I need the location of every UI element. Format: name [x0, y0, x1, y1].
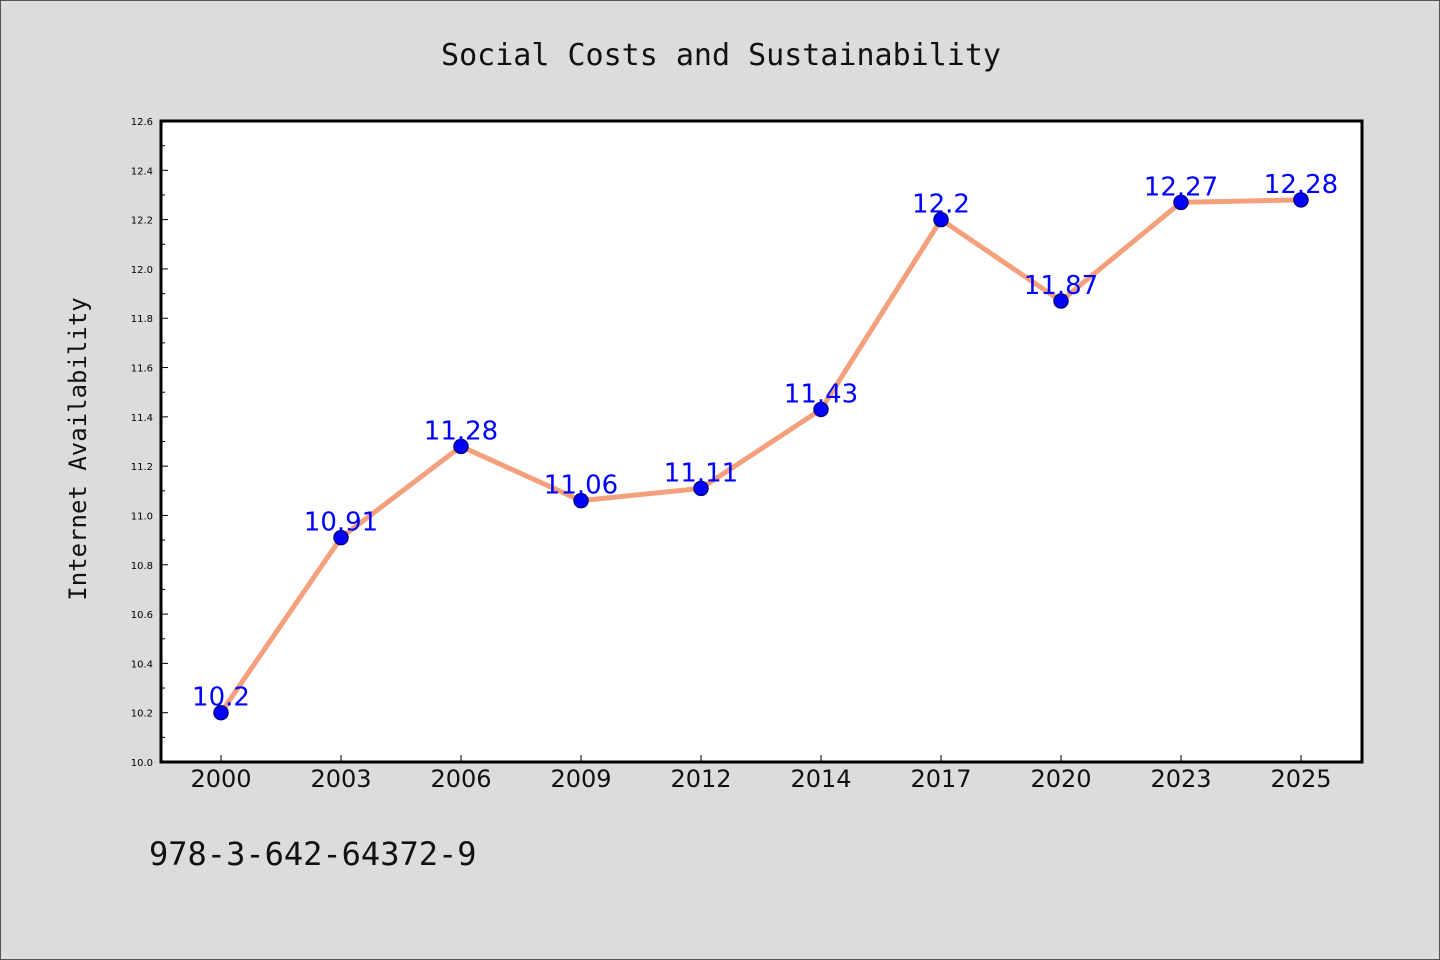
x-tick-label: 2006	[430, 765, 491, 793]
y-tick-label: 10.0	[131, 758, 153, 769]
y-tick-label: 11.8	[131, 314, 153, 325]
y-axis: 10.0 10.2 10.4 10.6 10.8 11.0 11.2 11.4 11.6 11.8…	[131, 117, 168, 769]
data-label: 12.27	[1144, 172, 1218, 202]
data-label: 12.28	[1264, 170, 1338, 200]
x-tick-label: 2014	[790, 765, 851, 793]
data-point	[453, 438, 469, 455]
data-point	[213, 704, 229, 721]
x-tick-label: 2025	[1270, 765, 1331, 793]
data-label: 12.2	[912, 190, 970, 220]
plot-area	[159, 119, 1364, 764]
data-point	[1053, 293, 1069, 309]
x-tick-label: 2023	[1150, 765, 1211, 793]
data-label: 11.87	[1024, 271, 1098, 301]
x-tick-label: 2009	[550, 765, 611, 793]
y-tick-label: 11.0	[131, 511, 153, 522]
y-tick-label: 12.2	[131, 216, 153, 227]
data-point	[813, 401, 829, 418]
y-tick-label: 10.4	[131, 659, 153, 670]
data-point	[1293, 192, 1309, 208]
data-label: 11.43	[784, 379, 858, 409]
data-point	[933, 211, 949, 228]
y-tick-label: 12.4	[131, 166, 153, 177]
x-tick-label: 2017	[910, 765, 971, 793]
data-point	[573, 492, 589, 509]
y-tick-label: 12.6	[131, 117, 153, 128]
y-tick-label: 11.6	[131, 364, 153, 375]
y-tick-label: 10.6	[131, 610, 153, 621]
chart-title: Social Costs and Sustainability	[441, 38, 1001, 73]
data-label: 10.2	[192, 683, 250, 713]
x-tick-label: 2003	[310, 765, 371, 793]
x-axis: 2000 2003 2006 2009 2012 2014 2017 2020 2023 2025	[190, 755, 1332, 793]
y-tick-label: 11.2	[131, 462, 153, 473]
data-label: 11.11	[664, 458, 738, 488]
series-line	[218, 197, 1304, 716]
y-tick-label: 10.2	[131, 709, 153, 720]
data-point	[693, 480, 709, 497]
data-label: 11.28	[424, 416, 498, 446]
x-tick-label: 2000	[190, 765, 251, 793]
footnote-isbn: 978-3-642-64372-9	[149, 835, 477, 873]
y-tick-label: 12.0	[131, 265, 153, 276]
y-tick-label: 11.4	[131, 413, 153, 424]
y-tick-label: 10.8	[131, 561, 153, 572]
data-point	[333, 529, 349, 546]
data-label: 11.06	[544, 471, 618, 501]
x-tick-label: 2012	[670, 765, 731, 793]
x-tick-label: 2020	[1030, 765, 1091, 793]
data-point	[1173, 194, 1189, 211]
series-line-group: 10.2 10.91 11.28 11.06 11.11 11.43 12.2 11.87 12…	[192, 170, 1338, 721]
y-axis-label: Internet Availability	[64, 297, 92, 600]
data-label: 10.91	[304, 508, 378, 538]
